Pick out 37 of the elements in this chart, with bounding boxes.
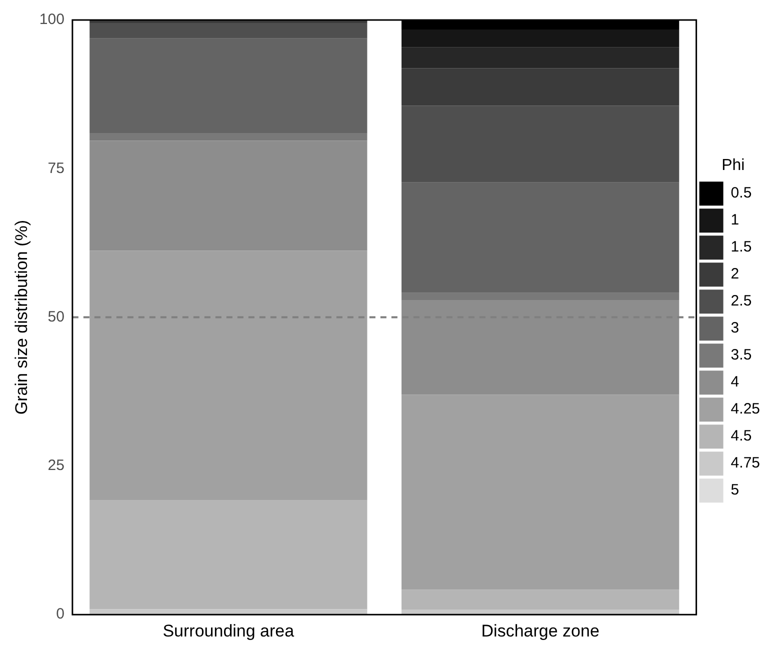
y-tick-label: 75 <box>48 160 64 177</box>
legend-label: 1.5 <box>730 238 752 256</box>
legend-label: 4.5 <box>730 428 752 445</box>
legend-label: 3.5 <box>730 346 752 364</box>
legend-label: 4 <box>730 374 740 391</box>
bar <box>402 68 680 106</box>
bar <box>402 30 680 48</box>
bar <box>90 500 368 610</box>
bar <box>402 106 680 182</box>
bar <box>90 38 368 133</box>
legend-label: 4.25 <box>730 400 760 418</box>
legend-label: 3 <box>730 320 740 337</box>
y-axis-title: Grain size distribution (%) <box>12 220 31 415</box>
bar <box>402 182 680 293</box>
bar <box>90 250 368 500</box>
legend-label: 5 <box>730 482 740 499</box>
legend-title: Phi <box>722 156 745 174</box>
legend-label: 2.5 <box>730 292 752 310</box>
bar <box>402 590 680 610</box>
x-tick-label: Surrounding area <box>162 621 295 640</box>
legend-label: 4.75 <box>730 454 760 472</box>
bar <box>402 300 680 395</box>
bar <box>402 292 680 300</box>
legend-label: 1 <box>730 212 740 229</box>
y-tick-label: 0 <box>56 606 64 623</box>
bar <box>402 47 680 68</box>
x-tick-label: Discharge zone <box>481 621 600 640</box>
legend-label: 0.5 <box>730 184 752 202</box>
y-tick-label: 100 <box>39 11 64 28</box>
bar <box>90 22 368 38</box>
legend-label: 2 <box>730 266 740 283</box>
y-tick-label: 25 <box>48 457 64 474</box>
bar <box>90 140 368 251</box>
bar <box>90 609 368 615</box>
bar <box>90 132 368 141</box>
bar <box>402 394 680 590</box>
y-tick-label: 50 <box>48 308 64 326</box>
